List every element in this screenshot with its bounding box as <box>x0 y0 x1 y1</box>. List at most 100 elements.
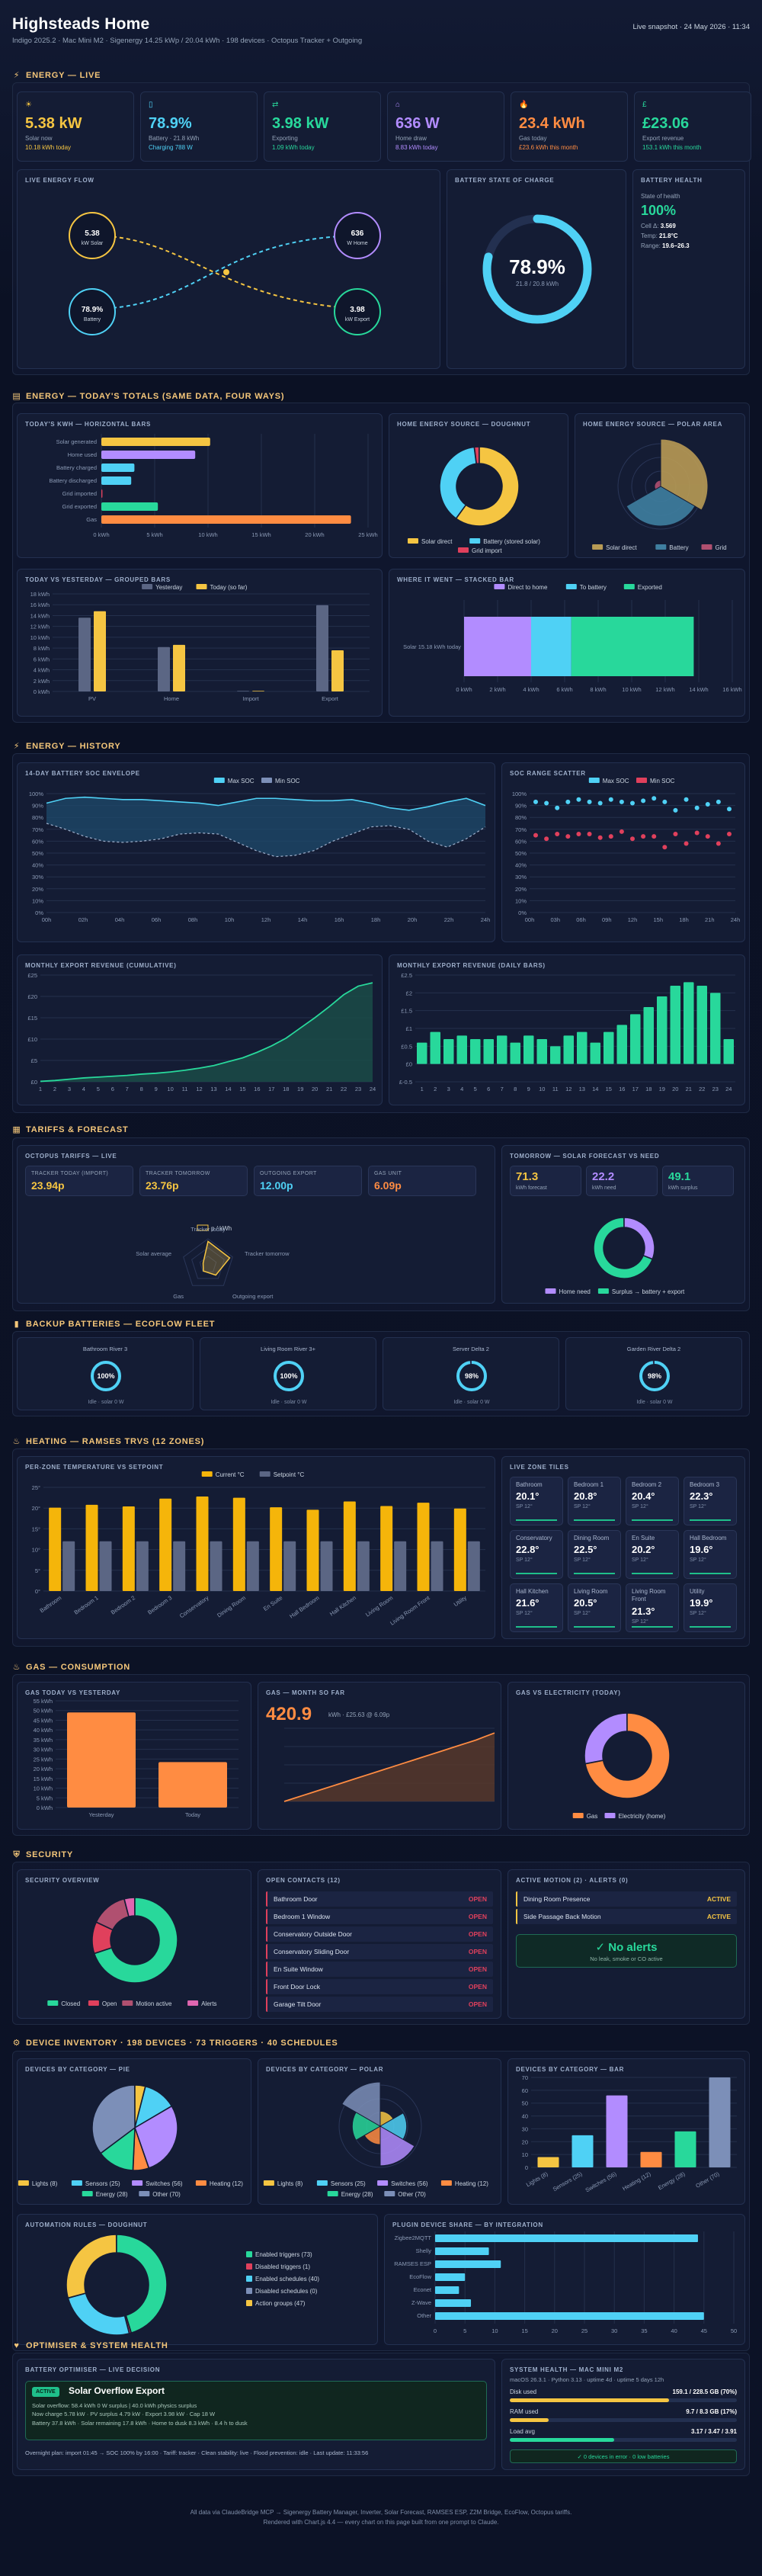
zone-temp: 20.1° <box>516 1490 539 1503</box>
bar-category-label: Solar 15.18 kWh today <box>403 643 461 650</box>
contact-name: Bathroom Door <box>274 1895 318 1903</box>
tariffs-card: OCTOPUS TARIFFS — LIVE p / kWh Tracker to… <box>17 1145 495 1304</box>
legend-label: Battery <box>669 544 688 551</box>
legend-label: Direct to home <box>507 584 548 591</box>
y-tick-label: 90% <box>515 803 527 810</box>
revenue-bar <box>590 1042 600 1064</box>
x-tick-label: Dining Room <box>216 1594 247 1618</box>
legend-label: Solar direct <box>606 544 637 551</box>
legend-label: Heating (12) <box>210 2180 243 2187</box>
lightning-icon: ⚡ <box>13 742 21 751</box>
legend-swatch <box>597 1288 609 1294</box>
contact-state: OPEN <box>468 1983 487 1991</box>
zone-name: Living Room <box>574 1588 608 1595</box>
x-tick-label: 10 <box>491 2327 498 2334</box>
plugin-bar <box>435 2312 704 2320</box>
y-tick-label: 50% <box>32 850 43 857</box>
optimiser-line: Solar overflow: 58.4 kWh 0 W surplus | 4… <box>32 2402 197 2409</box>
flow-node-battery <box>69 288 116 335</box>
motion-name: Dining Room Presence <box>523 1895 591 1903</box>
y-tick-label: £-0.5 <box>399 1079 412 1086</box>
revenue-bar <box>550 1046 561 1064</box>
x-tick-label: 22h <box>444 916 454 923</box>
revenue-bar <box>470 1039 481 1064</box>
scatter-card: SOC RANGE SCATTER Max SOC Min SOC 100% 90% 8… <box>501 762 745 942</box>
legend-label: Disabled triggers (1) <box>255 2263 310 2270</box>
optimiser-active-badge: ACTIVE <box>32 2387 59 2398</box>
radar-ring <box>183 1238 233 1286</box>
tariff-label: GAS UNIT <box>374 1171 402 1176</box>
forecast-tile: 22.2 kWh need <box>586 1166 658 1196</box>
revenue-bar <box>430 1031 440 1064</box>
legend-label: Enabled triggers (73) <box>255 2251 312 2258</box>
x-tick-label: 23 <box>712 1086 719 1092</box>
setpoint-bar <box>99 1541 112 1591</box>
x-tick-label: 14 kWh <box>689 686 708 693</box>
legend-label: Surplus → battery + export <box>612 1288 685 1295</box>
current-temp-bar <box>270 1507 283 1591</box>
zone-tile: Hall Kitchen 21.6° SP 12° <box>510 1583 563 1632</box>
card-title: DEVICES BY CATEGORY — PIE <box>25 2066 130 2073</box>
y-tick-label: £0.5 <box>401 1043 412 1050</box>
legend-swatch <box>132 2180 143 2186</box>
shield-icon: ⛨ <box>13 1850 21 1859</box>
y-tick-label: 8 kWh <box>34 645 50 652</box>
max-soc-point <box>662 799 668 804</box>
open-contact-row: Bathroom Door OPEN <box>266 1891 493 1907</box>
flow-export-value: 3.98 <box>350 306 365 314</box>
min-soc-line <box>46 823 486 858</box>
current-temp-bar <box>343 1501 356 1591</box>
bar <box>101 476 132 485</box>
health-metric-label: Load avg <box>510 2428 535 2435</box>
x-tick-label: 02h <box>78 916 88 923</box>
grouped-card: TODAY VS YESTERDAY — GROUPED BARS Yester… <box>17 569 383 717</box>
stacked-bar-chart: Direct to home To battery Exported 0 kWh 2 k… <box>403 584 742 693</box>
legend-label: Yesterday <box>155 584 182 591</box>
x-tick-label: 14 <box>592 1086 598 1092</box>
x-tick-label: 18h <box>371 916 381 923</box>
x-tick-label: 18 <box>283 1086 289 1092</box>
x-tick-label: 30 <box>611 2327 617 2334</box>
section-title-tariffs: ▦ TARIFFS & FORECAST <box>12 1125 129 1134</box>
heart-icon: ♥ <box>14 2341 20 2350</box>
flame-icon: ♨ <box>12 1663 21 1672</box>
kpi-card: ▯ 78.9% Battery · 21.8 kWh Charging 788 W <box>140 91 258 162</box>
backup-gauge: 98% Idle · solar 0 W <box>636 1361 673 1405</box>
bar <box>158 646 170 691</box>
y-tick-label: £2 <box>406 990 412 996</box>
zone-temp: 19.9° <box>690 1597 713 1609</box>
revenue-bar <box>417 1042 427 1064</box>
y-tick-label: 0% <box>35 909 43 916</box>
legend-swatch <box>246 2276 252 2282</box>
kpi-value: 636 W <box>395 115 440 132</box>
legend-swatch <box>122 2000 133 2006</box>
device-pie-slice <box>91 2084 136 2154</box>
health-metric-fill <box>510 2398 669 2402</box>
zone-name: Bedroom 3 <box>690 1481 720 1488</box>
x-tick-label: Living Room Front <box>389 1594 431 1627</box>
kpi-value: £23.06 <box>642 115 690 132</box>
legend-label: Electricity (home) <box>619 1813 666 1820</box>
min-soc-point <box>576 832 581 837</box>
zone-tile: Bedroom 1 20.8° SP 12° <box>568 1477 621 1525</box>
health-metric-fill <box>510 2418 549 2422</box>
legend-label: Switches (56) <box>146 2180 183 2187</box>
soc-value: 78.9% <box>509 255 565 278</box>
footer-line: All data via ClaudeBridge MCP → Sigenerg… <box>190 2509 572 2516</box>
revenue-bar <box>696 986 707 1064</box>
legend-label: Lights (8) <box>32 2180 58 2187</box>
bar-category-label: Zigbee2MQTT <box>395 2234 432 2241</box>
card-title: TODAY'S KWH — HORIZONTAL BARS <box>25 421 152 428</box>
x-tick-label: 8 kWh <box>590 686 606 693</box>
forecast-card: TOMORROW — SOLAR FORECAST VS NEED Home n… <box>501 1145 745 1304</box>
min-soc-point <box>544 836 549 842</box>
legend-label: Min SOC <box>275 778 300 784</box>
optimiser-line: Battery 37.8 kWh · Solar remaining 17.8 … <box>32 2419 248 2427</box>
bar <box>94 611 106 691</box>
legend-swatch <box>572 1813 584 1818</box>
x-tick-label: 14h <box>298 916 308 923</box>
legend-swatch <box>142 584 153 589</box>
bar <box>101 438 210 446</box>
motion-state: ACTIVE <box>706 1913 731 1920</box>
